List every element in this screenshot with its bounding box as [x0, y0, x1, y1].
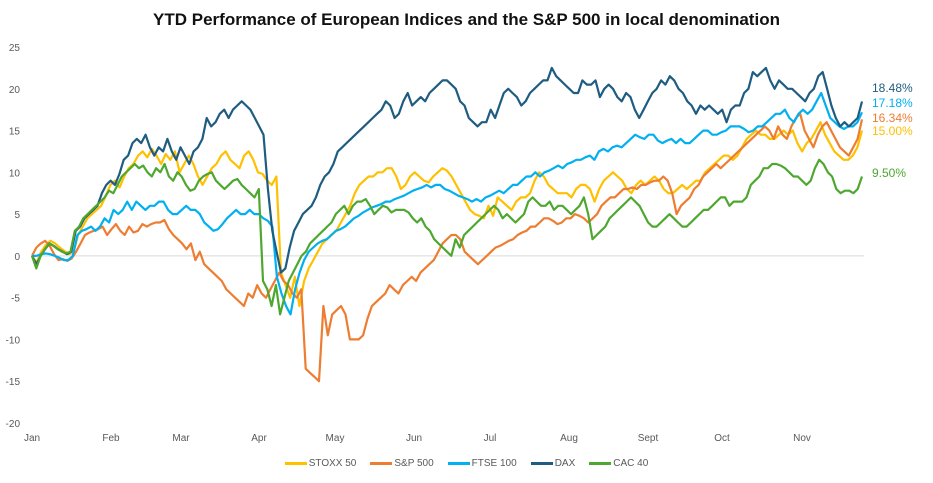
legend-item: CAC 40	[589, 458, 648, 469]
legend-label: S&P 500	[394, 458, 434, 469]
legend-label: CAC 40	[613, 458, 649, 469]
y-tick-label: 25	[9, 43, 21, 54]
series-line-cac-40	[30, 158, 864, 316]
y-tick-label: 20	[9, 85, 21, 96]
x-axis: Jan Feb Mar Apr May Jun Jul Aug Sept Oct Nov	[24, 433, 811, 444]
x-tick-label: Aug	[560, 433, 578, 444]
legend-item: S&P 500	[370, 458, 434, 469]
x-tick-label: Jun	[406, 433, 422, 444]
chart-title: YTD Performance of European Indices and …	[153, 10, 780, 29]
x-tick-label: Mar	[172, 433, 190, 444]
y-axis: 25 20 15 10 5 0 -5 -10 -15 -20	[6, 43, 21, 430]
y-tick-label: 5	[14, 210, 20, 221]
legend-item: DAX	[530, 458, 576, 469]
end-value-label: 16.34%	[872, 111, 913, 125]
end-value-label: 9.50%	[872, 166, 906, 180]
series-line-dax	[31, 66, 864, 274]
x-tick-label: May	[326, 433, 345, 444]
x-tick-label: Feb	[102, 433, 120, 444]
legend-label: FTSE 100	[471, 458, 517, 469]
series-line-ftse-100	[32, 91, 864, 316]
end-value-label: 15.00%	[872, 124, 913, 138]
x-tick-label: Apr	[251, 433, 267, 444]
series-line-stoxx-50	[31, 121, 864, 308]
legend-label: STOXX 50	[308, 458, 357, 469]
y-tick-label: 0	[14, 252, 20, 263]
y-tick-label: 10	[9, 168, 21, 179]
legend-item: STOXX 50	[284, 458, 357, 469]
x-tick-label: Jan	[24, 433, 40, 444]
legend-swatch	[447, 462, 470, 465]
y-tick-label: 15	[9, 127, 21, 138]
legend-label: DAX	[554, 458, 576, 469]
legend-swatch	[284, 462, 307, 465]
x-tick-label: Oct	[714, 433, 730, 444]
x-tick-label: Jul	[484, 433, 497, 444]
end-value-label: 18.48%	[872, 81, 913, 95]
y-tick-label: -5	[11, 294, 20, 305]
legend-swatch	[589, 462, 612, 465]
legend: STOXX 50 S&P 500 FTSE 100 DAX CAC 40	[0, 458, 933, 469]
legend-swatch	[370, 462, 393, 465]
series-line-s-p-500	[31, 112, 864, 383]
x-tick-label: Nov	[793, 433, 811, 444]
series-lines	[30, 66, 864, 383]
legend-swatch	[530, 462, 553, 465]
legend-item: FTSE 100	[447, 458, 517, 469]
end-value-label: 17.18%	[872, 96, 913, 110]
x-tick-label: Sept	[638, 433, 659, 444]
y-tick-label: -15	[6, 377, 21, 388]
y-tick-label: -20	[6, 419, 21, 430]
y-tick-label: -10	[6, 335, 21, 346]
end-labels: 15.00%16.34%17.18%18.48% 9.50%	[872, 81, 913, 180]
